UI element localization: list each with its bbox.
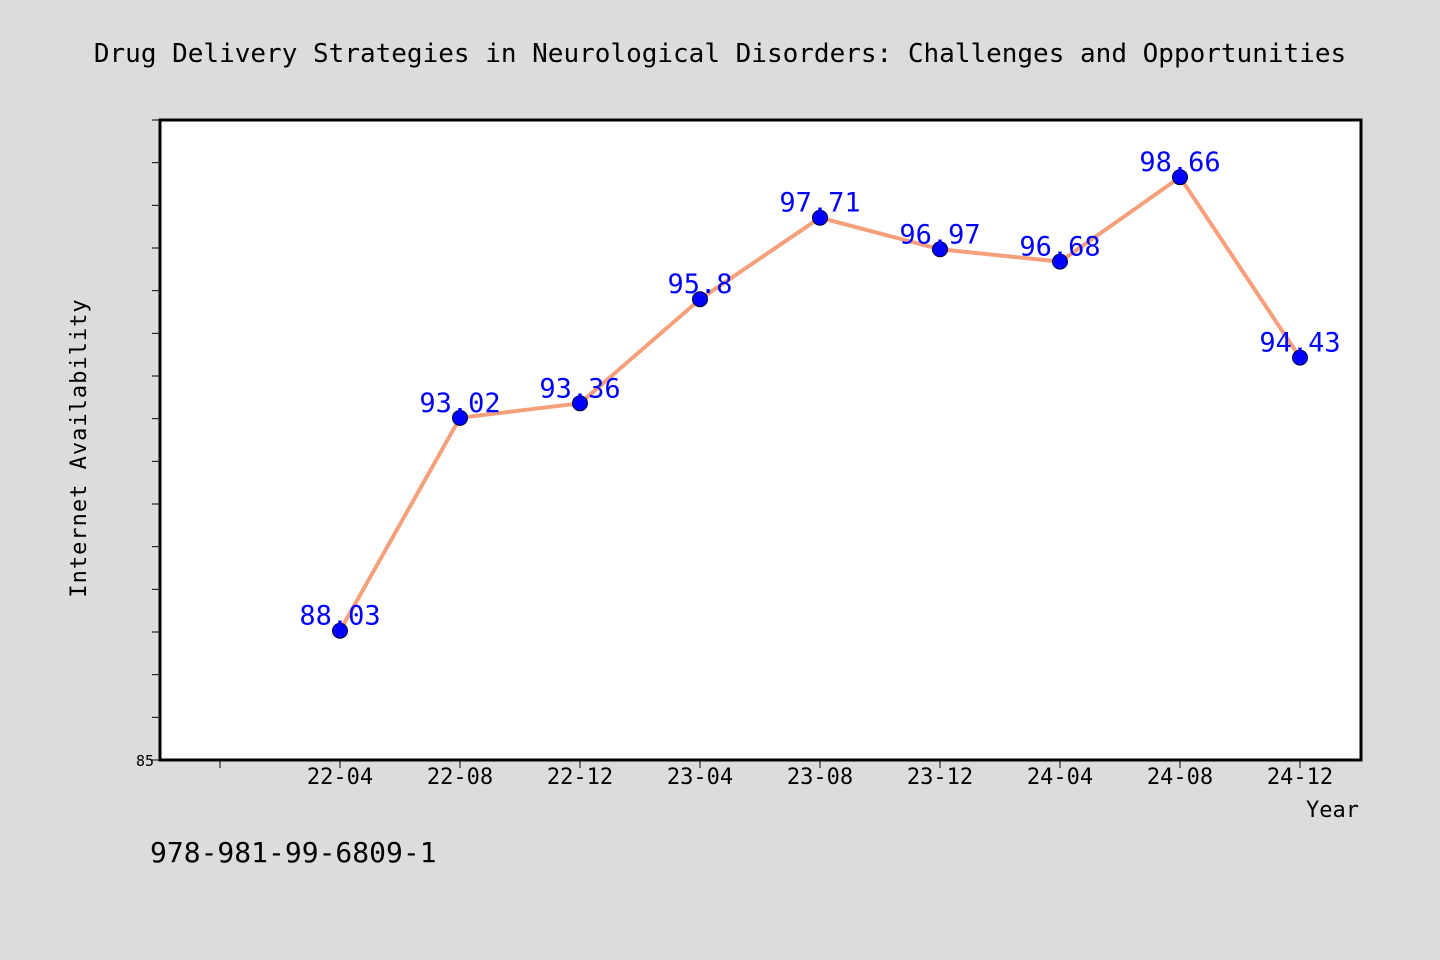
x-tick-label: 24-04 [1027,765,1093,790]
data-label: 98.66 [1139,147,1220,178]
x-axis-ticks: 22-04 22-08 22-12 23-04 23-08 23-12 24-04 24-08… [219,760,1333,790]
data-label: 93.02 [419,388,500,419]
data-point [1052,253,1068,270]
data-label: 96.68 [1019,232,1100,263]
data-point [1172,169,1188,186]
data-point [452,409,468,426]
y-axis-label: Internet Availability [67,298,92,597]
data-point [572,395,588,412]
data-point [932,241,948,258]
x-axis-label: Year [1306,798,1359,823]
data-point [1292,349,1308,366]
x-tick-label: 22-08 [427,765,493,790]
data-label: 97.71 [779,188,860,219]
series-layer: 88.03 93.02 93.36 95.8 97.71 96.97 96.68 98.66 9… [299,147,1341,639]
plot-area [158,118,1363,762]
footer-isbn: 978-981-99-6809-1 [150,836,437,869]
data-point [812,209,828,226]
x-tick-label: 23-12 [907,765,973,790]
x-tick-label: 22-04 [307,765,373,790]
data-label: 96.97 [899,219,980,250]
x-tick-label: 23-04 [667,765,733,790]
y-axis-ticks: 85 [136,119,160,770]
chart-title: Drug Delivery Strategies in Neurological… [94,39,1346,69]
x-tick-label: 24-08 [1147,765,1213,790]
data-label: 88.03 [299,601,380,632]
x-tick-label: 23-08 [787,765,853,790]
y-tick-label: 85 [136,752,154,770]
data-point [692,291,708,308]
data-label: 95.8 [667,269,732,300]
data-label: 93.36 [539,373,620,404]
x-tick-label: 24-12 [1267,765,1333,790]
data-label: 94.43 [1259,328,1340,359]
data-point [332,622,348,639]
x-tick-label: 22-12 [547,765,613,790]
